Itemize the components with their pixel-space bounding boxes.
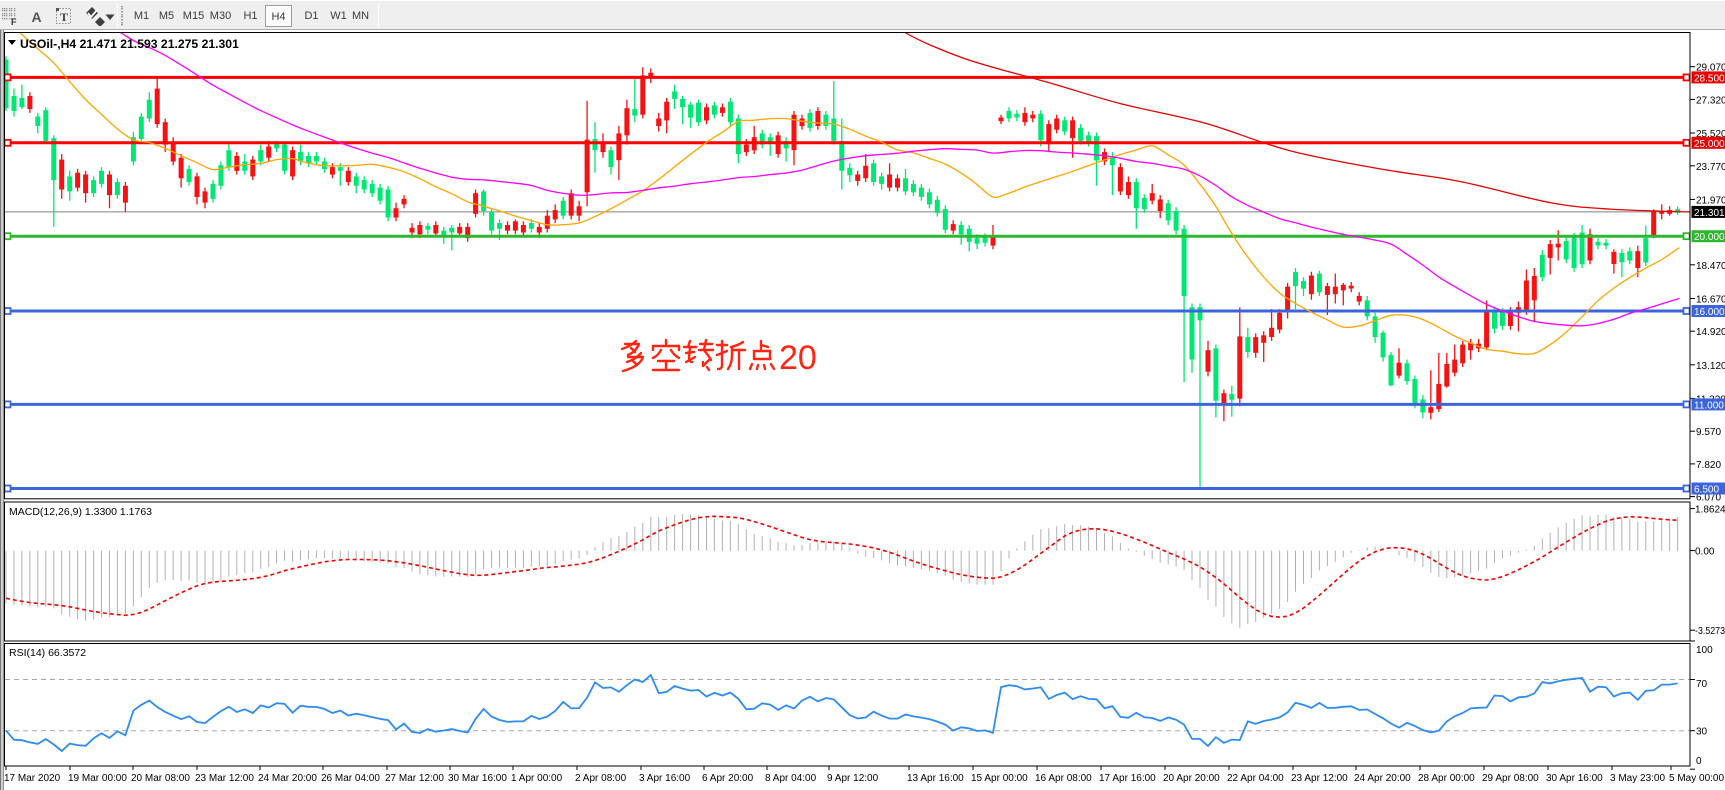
svg-text:16.670: 16.670 xyxy=(1696,295,1725,306)
svg-text:16.000: 16.000 xyxy=(1694,307,1725,318)
svg-text:20.000: 20.000 xyxy=(1694,232,1725,243)
svg-text:30 Mar 16:00: 30 Mar 16:00 xyxy=(448,773,507,784)
svg-text:F: F xyxy=(11,17,17,26)
svg-text:13 Apr 16:00: 13 Apr 16:00 xyxy=(907,773,964,784)
svg-text:3 Apr 16:00: 3 Apr 16:00 xyxy=(639,773,691,784)
svg-text:20 Mar 08:00: 20 Mar 08:00 xyxy=(131,773,190,784)
svg-text:70: 70 xyxy=(1696,679,1708,690)
svg-text:25.520: 25.520 xyxy=(1696,129,1725,140)
svg-text:3 May 23:00: 3 May 23:00 xyxy=(1610,773,1665,784)
svg-text:0: 0 xyxy=(1696,756,1702,767)
svg-text:20 Apr 20:00: 20 Apr 20:00 xyxy=(1163,773,1220,784)
svg-text:30: 30 xyxy=(1696,727,1708,738)
svg-text:28 Apr 00:00: 28 Apr 00:00 xyxy=(1418,773,1475,784)
svg-text:5 May 00:00: 5 May 00:00 xyxy=(1669,773,1724,784)
svg-text:11.000: 11.000 xyxy=(1694,400,1724,411)
svg-text:22 Apr 04:00: 22 Apr 04:00 xyxy=(1227,773,1284,784)
svg-text:15 Apr 00:00: 15 Apr 00:00 xyxy=(971,773,1028,784)
svg-text:26 Mar 04:00: 26 Mar 04:00 xyxy=(321,773,380,784)
svg-text:1.8624: 1.8624 xyxy=(1695,505,1725,516)
svg-text:23 Mar 12:00: 23 Mar 12:00 xyxy=(195,773,254,784)
svg-text:21.301: 21.301 xyxy=(1694,208,1725,219)
svg-text:27.320: 27.320 xyxy=(1696,95,1725,106)
svg-text:24 Apr 20:00: 24 Apr 20:00 xyxy=(1354,773,1411,784)
svg-text:30 Apr 16:00: 30 Apr 16:00 xyxy=(1546,773,1603,784)
svg-text:RSI(14) 66.3572: RSI(14) 66.3572 xyxy=(9,647,86,659)
svg-text:9 Apr 12:00: 9 Apr 12:00 xyxy=(827,773,879,784)
svg-text:27 Mar 12:00: 27 Mar 12:00 xyxy=(385,773,444,784)
svg-text:23 Apr 12:00: 23 Apr 12:00 xyxy=(1291,773,1348,784)
svg-text:6.070: 6.070 xyxy=(1696,493,1721,504)
svg-text:USOil-,H4 21.471 21.593 21.27: USOil-,H4 21.471 21.593 21.275 21.301 xyxy=(20,37,239,51)
svg-text:23.770: 23.770 xyxy=(1696,162,1725,173)
svg-text:28.500: 28.500 xyxy=(1694,73,1725,84)
svg-text:20: 20 xyxy=(779,339,817,377)
svg-text:8 Apr 04:00: 8 Apr 04:00 xyxy=(765,773,817,784)
svg-text:25.000: 25.000 xyxy=(1694,139,1725,150)
svg-text:MACD(12,26,9) 1.3300 1.1763: MACD(12,26,9) 1.3300 1.1763 xyxy=(9,506,152,518)
svg-text:24 Mar 20:00: 24 Mar 20:00 xyxy=(258,773,317,784)
svg-text:1 Apr 00:00: 1 Apr 00:00 xyxy=(511,773,563,784)
svg-text:29 Apr 08:00: 29 Apr 08:00 xyxy=(1482,773,1539,784)
svg-text:0.00: 0.00 xyxy=(1695,547,1715,558)
svg-text:T: T xyxy=(60,10,68,24)
svg-text:7.820: 7.820 xyxy=(1696,460,1721,471)
svg-text:29.070: 29.070 xyxy=(1696,63,1725,74)
svg-text:-3.5273: -3.5273 xyxy=(1695,626,1725,637)
svg-text:14.920: 14.920 xyxy=(1696,327,1725,338)
svg-text:6 Apr 20:00: 6 Apr 20:00 xyxy=(702,773,754,784)
svg-text:100: 100 xyxy=(1696,645,1713,656)
svg-text:9.570: 9.570 xyxy=(1696,427,1721,438)
svg-text:18.470: 18.470 xyxy=(1696,261,1725,272)
svg-text:17 Mar 2020: 17 Mar 2020 xyxy=(4,773,61,784)
svg-text:6.500: 6.500 xyxy=(1694,485,1719,496)
svg-text:21.970: 21.970 xyxy=(1696,195,1725,206)
svg-text:17 Apr 16:00: 17 Apr 16:00 xyxy=(1099,773,1156,784)
svg-text:13.120: 13.120 xyxy=(1696,361,1725,372)
svg-text:2 Apr 08:00: 2 Apr 08:00 xyxy=(575,773,627,784)
svg-text:16 Apr 08:00: 16 Apr 08:00 xyxy=(1035,773,1092,784)
svg-text:19 Mar 00:00: 19 Mar 00:00 xyxy=(68,773,127,784)
